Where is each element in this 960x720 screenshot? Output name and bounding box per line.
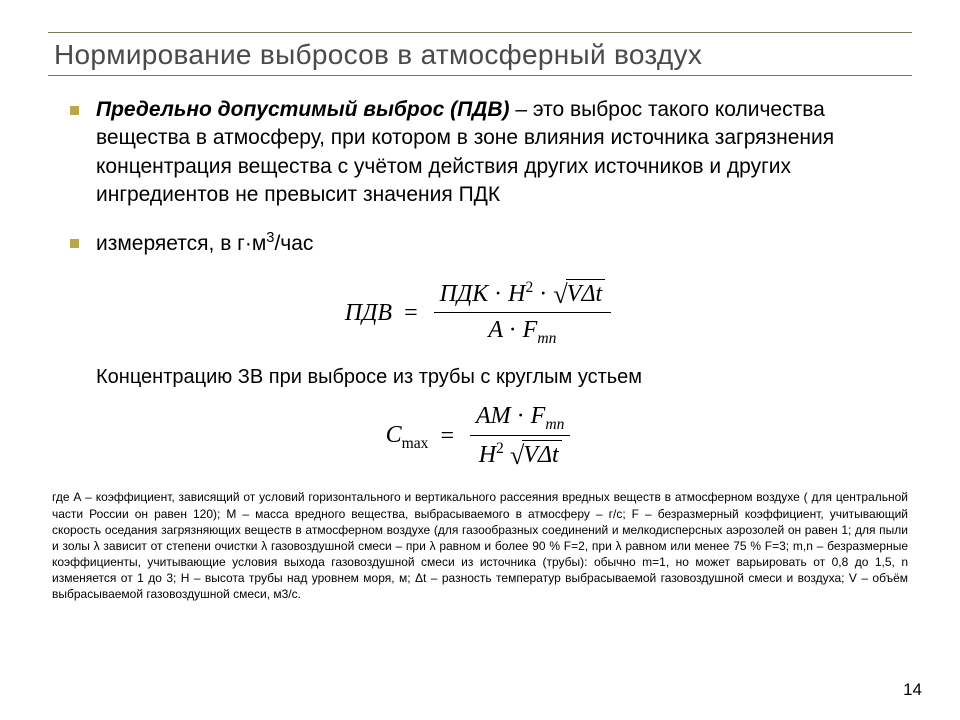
f2-eq: =: [434, 423, 460, 450]
f1-lhs: ПДВ: [345, 300, 392, 327]
f1-denominator: A · Fmn: [434, 313, 612, 348]
f2-fraction: AM · Fmn H2 √VΔt: [470, 403, 570, 472]
f2-numerator: AM · Fmn: [470, 403, 570, 437]
f1-eq: =: [398, 300, 424, 327]
slide-title: Нормирование выбросов в атмосферный возд…: [48, 39, 912, 71]
formula-pdv: ПДВ = ПДК · H2 · √VΔt A · Fmn: [48, 279, 912, 348]
f2-dot1: ·: [517, 403, 525, 429]
title-rule-bottom: [48, 75, 912, 76]
formula-cmax: Cmax = AM · Fmn H2 √VΔt: [48, 403, 912, 472]
units-suffix: /час: [274, 232, 313, 255]
f1-num-pdk: ПДК: [440, 281, 489, 307]
bullet-list: Предельно допустимый выброс (ПДВ) – это …: [48, 96, 912, 259]
where-paragraph: где А – коэффициент, зависящий от услови…: [48, 489, 912, 602]
f2-sqrt-arg: VΔt: [522, 440, 561, 469]
f2-num-f-sub: mn: [545, 415, 564, 432]
f1-dot1: ·: [494, 281, 502, 307]
f1-num-h-sup: 2: [526, 279, 534, 296]
page-number: 14: [903, 680, 922, 700]
f1-den-f: F: [523, 317, 538, 343]
mid-text: Концентрацию ЗВ при выбросе из трубы с к…: [96, 366, 912, 389]
units-prefix: измеряется, в г·м: [96, 232, 266, 255]
title-rule-top: [48, 32, 912, 33]
f1-num-h: H: [508, 281, 525, 307]
units-paragraph: измеряется, в г·м3/час: [96, 229, 912, 258]
f1-numerator: ПДК · H2 · √VΔt: [434, 279, 612, 313]
bullet-item-1: Предельно допустимый выброс (ПДВ) – это …: [48, 96, 912, 209]
f1-sqrt-arg: VΔt: [566, 279, 605, 308]
f1-den-f-sub: mn: [537, 330, 556, 347]
term-bold: Предельно допустимый выброс (ПДВ): [96, 98, 510, 121]
f1-sqrt: √VΔt: [553, 279, 605, 310]
f1-fraction: ПДК · H2 · √VΔt A · Fmn: [434, 279, 612, 348]
f2-den-h: H: [479, 442, 496, 468]
definition-paragraph: Предельно допустимый выброс (ПДВ) – это …: [96, 96, 912, 209]
f1-dot3: ·: [509, 317, 517, 343]
f1-dot2: ·: [539, 281, 547, 307]
f2-num-am: AM: [476, 403, 511, 429]
f2-den-h-sup: 2: [496, 440, 504, 457]
bullet-item-2: измеряется, в г·м3/час: [48, 229, 912, 258]
f1-den-a: A: [488, 317, 502, 343]
f2-num-f: F: [531, 403, 546, 429]
f2-lhs-c: C: [386, 422, 402, 448]
f2-lhs-sub: max: [402, 434, 429, 451]
f2-denominator: H2 √VΔt: [470, 436, 570, 471]
f2-lhs: Cmax: [386, 422, 429, 453]
f2-sqrt: √VΔt: [510, 440, 562, 471]
